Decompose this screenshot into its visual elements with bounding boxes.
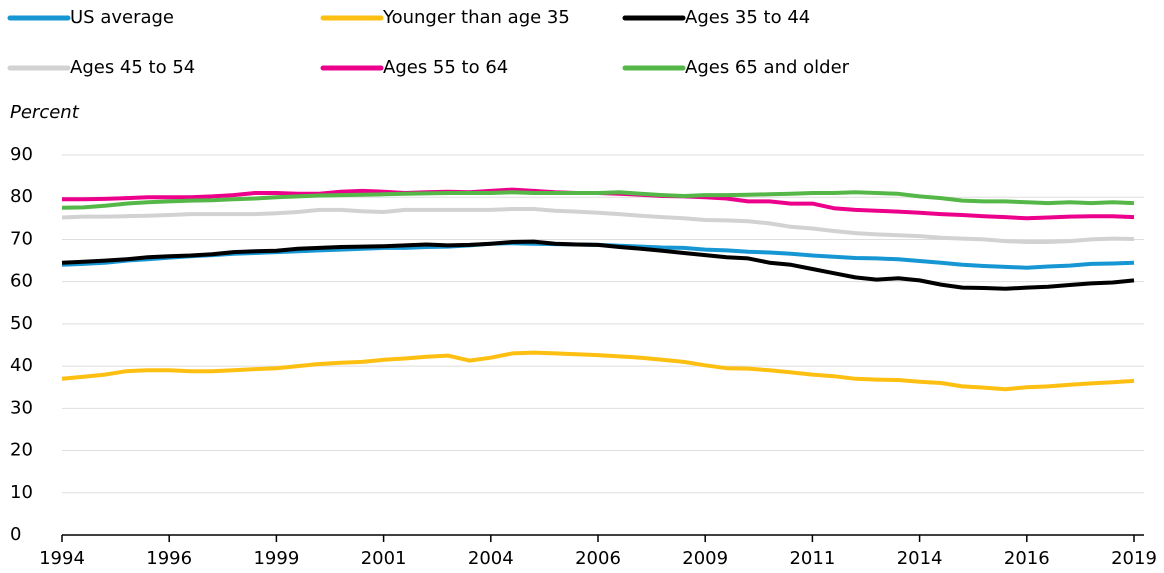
x-tick-label: 2001 — [361, 548, 407, 569]
y-tick-label: 30 — [10, 397, 33, 418]
x-tick-label: 1996 — [146, 548, 192, 569]
y-tick-label: 50 — [10, 313, 33, 334]
x-tick-label: 2019 — [1111, 548, 1157, 569]
line — [61, 190, 1135, 210]
y-tick-label: 10 — [10, 482, 33, 503]
y-tick-label: 20 — [10, 440, 33, 461]
y-axis-label: Percent — [10, 102, 80, 123]
x-tick-label: 2014 — [897, 548, 943, 569]
x-tick-label: 2006 — [575, 548, 621, 569]
y-tick-label: 70 — [10, 228, 33, 249]
x-tick-label: 2004 — [468, 548, 514, 569]
x-tick-label: 2016 — [1004, 548, 1050, 569]
x-tick-label: 2011 — [789, 548, 835, 569]
y-tick-label: 90 — [10, 144, 33, 165]
legend-label: Ages 65 and older — [685, 57, 850, 78]
x-tick-label: 1999 — [253, 548, 299, 569]
y-tick-label: 40 — [10, 355, 33, 376]
y-tick-label: 60 — [10, 271, 33, 292]
legend-label: Ages 55 to 64 — [383, 57, 508, 78]
line — [61, 350, 1135, 392]
x-tick-label: 2009 — [682, 548, 728, 569]
x-tick-label: 1994 — [39, 548, 85, 569]
legend-label: US average — [70, 7, 174, 28]
legend-label: Ages 45 to 54 — [70, 57, 195, 78]
line — [61, 239, 1135, 291]
legend-label: Ages 35 to 44 — [685, 7, 810, 28]
y-tick-label: 80 — [10, 186, 33, 207]
y-tick-label: 0 — [10, 524, 21, 545]
line — [61, 207, 1135, 244]
legend-label: Younger than age 35 — [382, 7, 570, 28]
